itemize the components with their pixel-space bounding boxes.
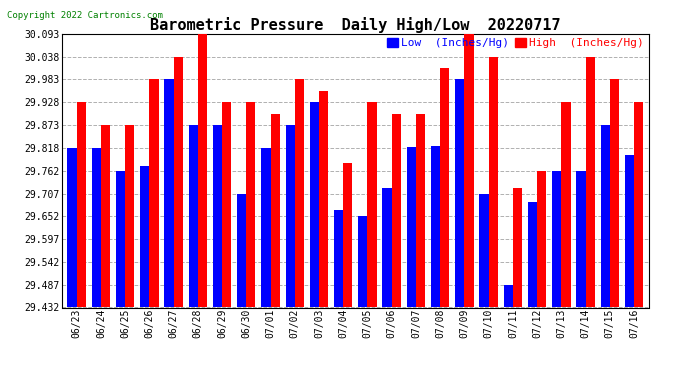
Bar [513,188,522,308]
Bar [334,210,343,308]
Bar [504,285,513,308]
Bar [528,202,537,308]
Bar [382,188,392,308]
Bar [77,102,86,308]
Bar [198,34,207,308]
Bar [586,57,595,308]
Text: Copyright 2022 Cartronics.com: Copyright 2022 Cartronics.com [7,11,163,20]
Bar [358,216,368,308]
Bar [295,79,304,308]
Bar [625,155,634,308]
Bar [246,102,255,308]
Bar [101,125,110,308]
Bar [610,79,619,308]
Legend: Low  (Inches/Hg), High  (Inches/Hg): Low (Inches/Hg), High (Inches/Hg) [382,34,649,53]
Bar [149,79,159,308]
Bar [286,125,295,308]
Bar [92,148,101,308]
Bar [552,171,562,308]
Bar [440,68,449,308]
Bar [213,125,222,308]
Bar [489,57,498,308]
Bar [600,125,610,308]
Bar [455,79,464,308]
Bar [116,171,125,308]
Bar [140,166,149,308]
Title: Barometric Pressure  Daily High/Low  20220717: Barometric Pressure Daily High/Low 20220… [150,16,561,33]
Bar [480,194,489,308]
Bar [262,148,270,308]
Bar [416,114,425,308]
Bar [343,164,353,308]
Bar [576,171,586,308]
Bar [537,171,546,308]
Bar [562,102,571,308]
Bar [634,102,643,308]
Bar [310,102,319,308]
Bar [222,102,231,308]
Bar [368,102,377,308]
Bar [125,125,135,308]
Bar [406,147,416,308]
Bar [174,57,183,308]
Bar [270,114,279,308]
Bar [464,34,473,308]
Bar [319,91,328,308]
Bar [68,148,77,308]
Bar [431,146,440,308]
Bar [188,125,198,308]
Bar [392,114,401,308]
Bar [237,194,246,308]
Bar [164,79,174,308]
